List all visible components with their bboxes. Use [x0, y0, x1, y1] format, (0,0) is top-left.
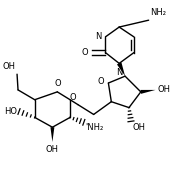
Polygon shape	[117, 62, 125, 76]
Polygon shape	[141, 90, 155, 94]
Polygon shape	[50, 127, 54, 142]
Text: O: O	[69, 93, 76, 102]
Text: OH: OH	[133, 123, 146, 132]
Text: OH: OH	[46, 145, 59, 154]
Text: N: N	[116, 68, 122, 77]
Text: O: O	[98, 76, 105, 86]
Text: HO: HO	[4, 107, 17, 116]
Text: OH: OH	[158, 85, 171, 94]
Text: O: O	[81, 48, 88, 57]
Text: N: N	[95, 32, 102, 41]
Text: NH₂: NH₂	[151, 8, 167, 17]
Text: OH: OH	[2, 62, 15, 71]
Text: O: O	[54, 79, 61, 88]
Text: 'NH₂: 'NH₂	[85, 123, 103, 132]
